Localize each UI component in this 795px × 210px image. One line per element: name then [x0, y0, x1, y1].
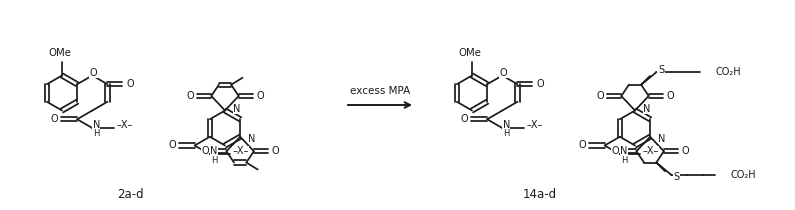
Text: H: H — [211, 156, 217, 165]
Text: –X–: –X– — [642, 146, 659, 156]
Text: N: N — [249, 134, 256, 144]
Text: O: O — [499, 67, 507, 77]
Text: O: O — [578, 140, 586, 151]
Text: CO₂H: CO₂H — [731, 170, 757, 180]
Text: N: N — [620, 146, 627, 156]
Text: O: O — [256, 91, 264, 101]
Text: O: O — [666, 91, 674, 101]
Text: O: O — [460, 114, 468, 124]
Text: N: N — [502, 120, 510, 130]
Text: OMe: OMe — [459, 49, 482, 59]
Text: 14a-d: 14a-d — [523, 189, 557, 202]
Text: O: O — [90, 67, 97, 77]
Text: N: N — [93, 120, 100, 130]
Text: O: O — [51, 114, 58, 124]
Text: N: N — [643, 104, 650, 113]
Text: O: O — [611, 146, 619, 156]
Text: O: O — [201, 146, 209, 156]
Text: H: H — [93, 130, 99, 139]
Text: CO₂H: CO₂H — [716, 67, 742, 77]
Text: O: O — [168, 140, 176, 151]
Text: H: H — [621, 156, 627, 165]
Text: S: S — [673, 172, 679, 182]
Text: O: O — [596, 91, 603, 101]
Text: O: O — [126, 79, 134, 89]
Text: N: N — [210, 146, 218, 156]
Text: N: N — [658, 134, 666, 144]
Text: H: H — [503, 130, 510, 139]
Text: OMe: OMe — [48, 49, 72, 59]
Text: excess MPA: excess MPA — [350, 86, 410, 96]
Text: O: O — [681, 146, 689, 156]
Text: O: O — [537, 79, 544, 89]
Text: O: O — [186, 91, 194, 101]
Text: –X–: –X– — [526, 120, 543, 130]
Text: –X–: –X– — [233, 146, 249, 156]
Text: 2a-d: 2a-d — [117, 189, 143, 202]
Text: O: O — [271, 146, 279, 156]
Text: S: S — [658, 66, 664, 75]
Text: N: N — [233, 104, 241, 113]
Text: –X–: –X– — [117, 120, 133, 130]
